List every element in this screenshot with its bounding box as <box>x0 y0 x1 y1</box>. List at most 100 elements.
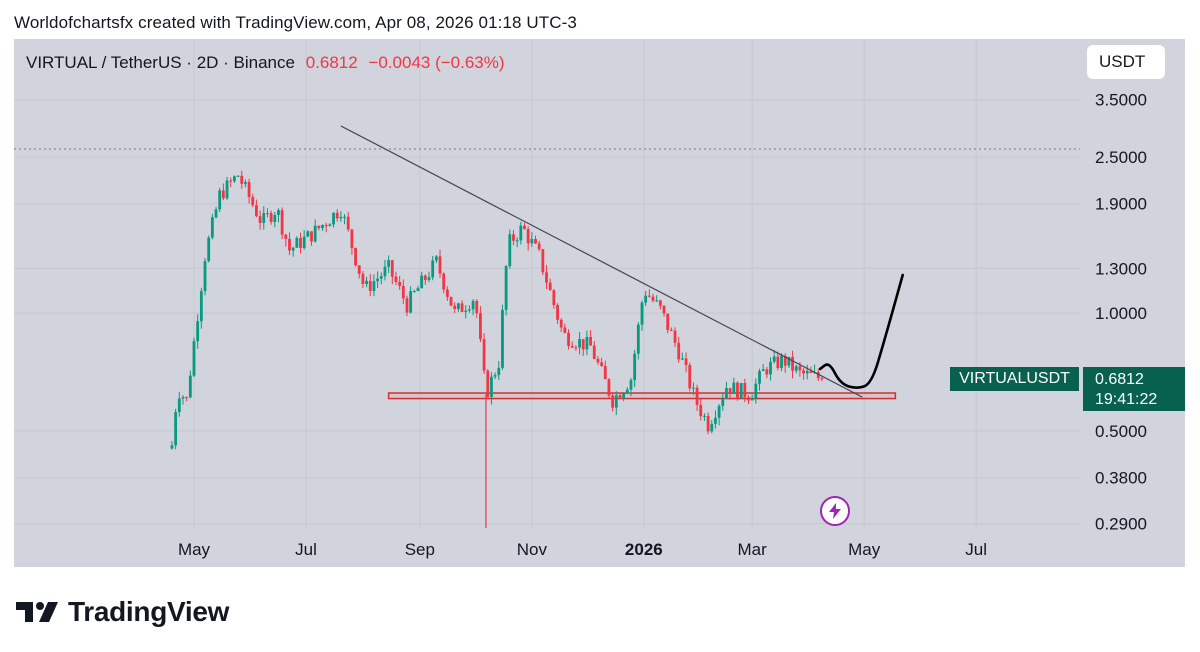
candle <box>453 302 457 314</box>
candle-body <box>743 383 747 398</box>
candle <box>225 176 229 201</box>
candle-body <box>600 362 604 366</box>
candle-body <box>207 237 211 262</box>
candle-body <box>666 313 670 330</box>
candle-body <box>313 225 317 242</box>
candle <box>258 210 262 230</box>
candle-body <box>596 358 600 363</box>
candle <box>339 211 343 222</box>
candle-body <box>302 236 306 248</box>
price-tag-price: 0.6812 <box>1095 371 1144 388</box>
candle-body <box>618 395 622 399</box>
candle <box>725 381 728 400</box>
candle <box>394 271 398 285</box>
candle-body <box>434 256 438 261</box>
candle-body <box>699 404 703 417</box>
candle-body <box>574 347 578 349</box>
candle <box>332 212 335 228</box>
candle-body <box>787 356 791 366</box>
candle-body <box>188 375 192 398</box>
candle-body <box>780 355 783 369</box>
candle <box>530 232 534 247</box>
candle-body <box>464 310 468 312</box>
candle <box>207 235 211 263</box>
tradingview-logo[interactable]: TradingView <box>16 596 229 628</box>
candle <box>431 255 435 281</box>
x-tick-label: May <box>178 540 211 559</box>
y-tick-label: 0.3800 <box>1095 469 1147 488</box>
candle <box>515 237 519 248</box>
candle <box>761 363 765 372</box>
candle-body <box>820 378 824 380</box>
candle <box>717 404 721 426</box>
candle-body <box>390 260 394 277</box>
candle-body <box>346 216 350 230</box>
candle-body <box>673 330 677 343</box>
candle <box>541 248 545 276</box>
candle <box>695 384 699 412</box>
currency-button[interactable]: USDT <box>1087 45 1165 79</box>
price-tag: 0.6812 19:41:22 <box>1083 367 1185 411</box>
candle <box>669 327 673 331</box>
candle <box>214 206 218 219</box>
candle-body <box>324 224 328 227</box>
candle <box>328 223 332 227</box>
candle <box>794 364 798 374</box>
candle <box>203 257 207 296</box>
candle-body <box>589 336 592 346</box>
candle-body <box>534 239 537 244</box>
candle-body <box>328 224 332 227</box>
candle-body <box>280 210 284 235</box>
candle <box>236 175 240 177</box>
candle-body <box>750 398 754 401</box>
candle <box>221 183 225 201</box>
candle-body <box>776 356 780 369</box>
chart-frame[interactable] <box>14 39 1185 567</box>
tradingview-wordmark: TradingView <box>68 596 230 627</box>
candle-body <box>736 382 739 399</box>
annotation-layer-back <box>14 148 1080 528</box>
candle-body <box>486 370 490 397</box>
candle-body <box>772 356 776 362</box>
candle-body <box>387 260 391 267</box>
candle-body <box>354 248 357 266</box>
candle-body <box>717 405 721 418</box>
candle <box>501 304 504 371</box>
candle-body <box>662 305 666 314</box>
x-tick-label: 2026 <box>625 540 663 559</box>
descending-trendline <box>340 125 863 398</box>
candle-body <box>185 397 189 399</box>
candle-body <box>703 415 706 417</box>
candle-body <box>501 309 504 368</box>
candle-body <box>453 305 457 309</box>
candle <box>603 360 607 380</box>
candle-body <box>669 329 673 331</box>
candle <box>434 255 438 264</box>
candle-body <box>512 234 515 241</box>
candle-body <box>199 291 203 322</box>
candle-body <box>273 214 277 222</box>
candle-body <box>479 313 482 340</box>
candle <box>699 398 703 421</box>
candle <box>486 369 490 398</box>
candle-body <box>578 339 581 348</box>
lightning-bolt-icon[interactable] <box>820 496 850 526</box>
candle <box>361 271 365 289</box>
candle-body <box>177 398 181 413</box>
candle <box>482 333 486 374</box>
candle <box>277 208 280 223</box>
candle-body <box>504 266 508 310</box>
candle-body <box>725 388 728 399</box>
candle-body <box>196 321 200 342</box>
symbol-title: VIRTUAL / TetherUS · 2D · Binance <box>26 53 295 72</box>
candle <box>526 226 530 251</box>
candle <box>622 392 626 402</box>
candle-body <box>431 260 435 278</box>
candle-body <box>247 182 251 198</box>
candle <box>750 394 754 401</box>
candle <box>567 329 570 350</box>
candle-body <box>629 380 633 390</box>
candle-body <box>236 175 240 177</box>
candle <box>655 295 659 303</box>
